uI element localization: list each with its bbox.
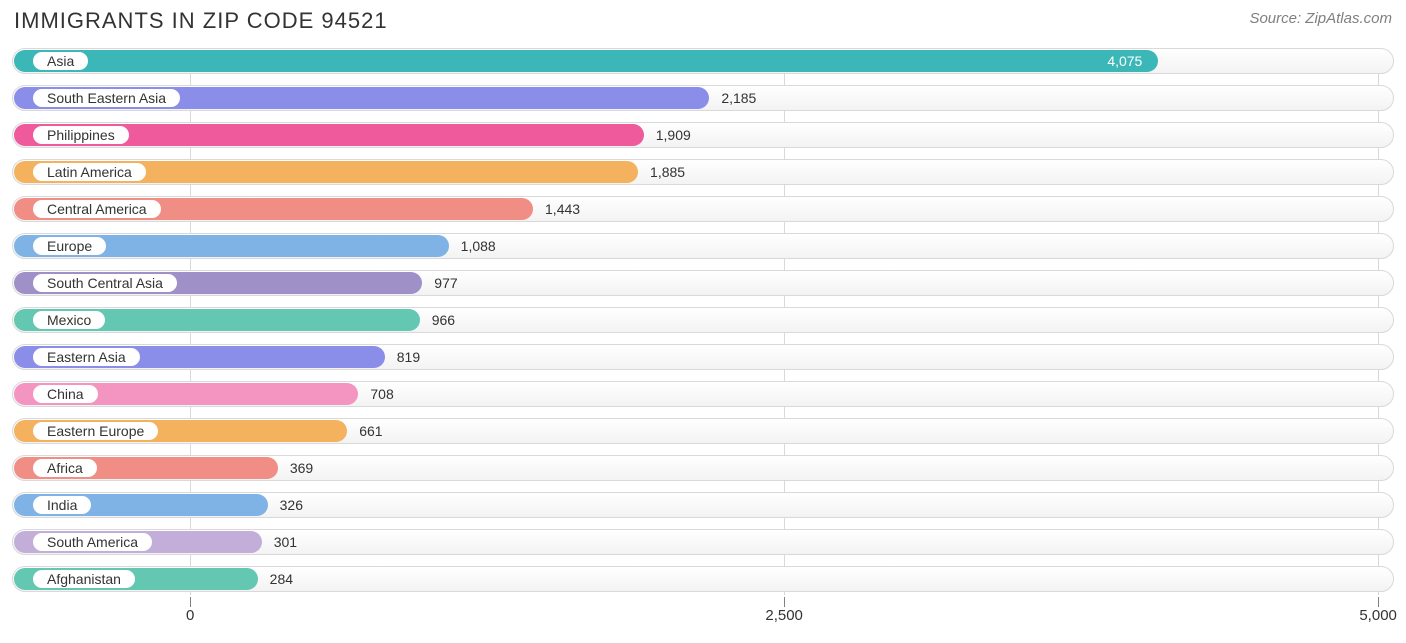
bar-label-pill: Asia xyxy=(32,51,89,71)
bar-label-pill: South Central Asia xyxy=(32,273,178,293)
bar-row: South America 301 xyxy=(12,529,1394,558)
axis-tick-label: 2,500 xyxy=(765,607,803,624)
axis-tick xyxy=(784,597,785,607)
bar-label-pill: China xyxy=(32,384,99,404)
bar-value: 326 xyxy=(280,492,303,518)
bar-label-pill: Afghanistan xyxy=(32,569,136,589)
bar-label-pill: Mexico xyxy=(32,310,106,330)
bar-row: Central America 1,443 xyxy=(12,196,1394,225)
bar-row: South Central Asia 977 xyxy=(12,270,1394,299)
chart-header: IMMIGRANTS IN ZIP CODE 94521 Source: Zip… xyxy=(12,8,1394,34)
bar-row: Eastern Europe 661 xyxy=(12,418,1394,447)
bar-label-pill: Africa xyxy=(32,458,98,478)
bar-row: Europe 1,088 xyxy=(12,233,1394,262)
bar-label-pill: India xyxy=(32,495,92,515)
bar-value: 2,185 xyxy=(721,85,756,111)
bar-value: 369 xyxy=(290,455,313,481)
bar-value: 661 xyxy=(359,418,382,444)
bar-value: 284 xyxy=(270,566,293,592)
axis-tick-label: 5,000 xyxy=(1359,607,1397,624)
bar-row: South Eastern Asia 2,185 xyxy=(12,85,1394,114)
chart-source: Source: ZipAtlas.com xyxy=(1249,10,1392,27)
bar-value: 708 xyxy=(370,381,393,407)
bar-row: China 708 xyxy=(12,381,1394,410)
bar-value: 977 xyxy=(434,270,457,296)
bar-value: 966 xyxy=(432,307,455,333)
bar-label-pill: Philippines xyxy=(32,125,130,145)
bar-label-pill: Europe xyxy=(32,236,107,256)
bar-label-pill: South America xyxy=(32,532,153,552)
bar-value: 1,443 xyxy=(545,196,580,222)
bar-row: Latin America 1,885 xyxy=(12,159,1394,188)
bar-row: Mexico 966 xyxy=(12,307,1394,336)
bar-label-pill: Eastern Europe xyxy=(32,421,159,441)
bar-row: Asia 4,075 xyxy=(12,48,1394,77)
bar-label-pill: Eastern Asia xyxy=(32,347,141,367)
bar-value: 1,885 xyxy=(650,159,685,185)
bar-label-pill: Latin America xyxy=(32,162,147,182)
bar-value: 1,909 xyxy=(656,122,691,148)
bar-row: Afghanistan 284 xyxy=(12,566,1394,595)
bar-value: 1,088 xyxy=(461,233,496,259)
bar-value: 301 xyxy=(274,529,297,555)
bar-value: 4,075 xyxy=(1107,48,1142,74)
bar-row: India 326 xyxy=(12,492,1394,521)
bar-row: Africa 369 xyxy=(12,455,1394,484)
chart-title: IMMIGRANTS IN ZIP CODE 94521 xyxy=(14,8,388,34)
chart-container: IMMIGRANTS IN ZIP CODE 94521 Source: Zip… xyxy=(0,0,1406,643)
bar-row: Eastern Asia 819 xyxy=(12,344,1394,373)
bar-label-pill: Central America xyxy=(32,199,162,219)
bar-value: 819 xyxy=(397,344,420,370)
bar-fill xyxy=(14,50,1158,72)
axis-tick xyxy=(1378,597,1379,607)
bar-label-pill: South Eastern Asia xyxy=(32,88,181,108)
x-axis: 0 2,500 5,000 xyxy=(12,597,1394,627)
axis-tick-label: 0 xyxy=(186,607,194,624)
chart-area: Asia 4,075 South Eastern Asia 2,185 Philippi… xyxy=(12,48,1394,595)
bar-row: Philippines 1,909 xyxy=(12,122,1394,151)
axis-tick xyxy=(190,597,191,607)
